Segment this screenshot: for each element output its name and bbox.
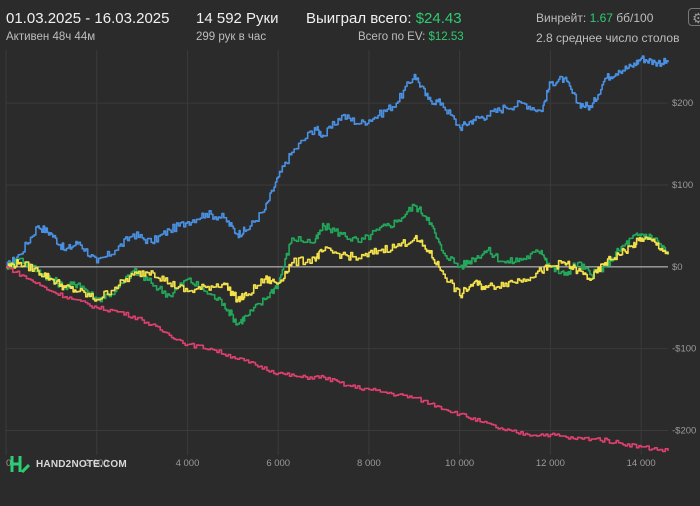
- series-line-0: [6, 55, 669, 268]
- x-tick-label: 14 000: [627, 458, 656, 469]
- y-tick-label: $0: [672, 262, 683, 273]
- hands-count: 14 592 Руки: [196, 10, 279, 27]
- x-axis-labels: 0 2 000 4 000 6 000 8 000 10 000 12 000 14 000: [6, 458, 656, 469]
- y-tick-label: -$100: [672, 344, 696, 355]
- y-tick-label: -$200: [672, 425, 696, 436]
- hands-per-hour: 299 рук в час: [196, 31, 267, 43]
- y-tick-label: $100: [672, 180, 693, 191]
- x-tick-label: 12 000: [536, 458, 565, 469]
- series-line-3: [6, 266, 669, 453]
- series-line-2: [6, 234, 669, 303]
- ev-value: $12.53: [428, 31, 464, 43]
- logo-text: HAND2NOTE.COM: [36, 458, 127, 470]
- hand2note-logo: HAND2NOTE.COM: [10, 455, 127, 473]
- winrate: Винрейт: 1.67 бб/100: [536, 11, 653, 25]
- winrate-value: 1.67: [589, 11, 613, 25]
- x-tick-label: 6 000: [266, 458, 290, 469]
- gear-icon[interactable]: ⚙: [688, 8, 700, 26]
- ev-label: Всего по EV:: [358, 31, 426, 43]
- winrate-label: Винрейт:: [536, 11, 587, 25]
- x-tick-label: 8 000: [357, 458, 381, 469]
- series-lines: [6, 55, 669, 453]
- chart-grid: [5, 50, 668, 455]
- won-value: $24.43: [415, 10, 462, 27]
- x-tick-label: 10 000: [445, 458, 474, 469]
- y-axis-labels: $200 $100 $0 -$100 -$200: [672, 98, 696, 436]
- x-tick-label: 0: [6, 458, 11, 469]
- date-range: 01.03.2025 - 16.03.2025: [6, 10, 170, 27]
- won-label: Выиграл всего:: [306, 10, 412, 27]
- y-tick-label: $200: [672, 98, 693, 109]
- won-total: Выиграл всего: $24.43: [306, 10, 462, 27]
- active-time: Активен 48ч 44м: [6, 31, 96, 43]
- winrate-unit: бб/100: [616, 11, 654, 25]
- avg-tables: 2.8 среднее число столов: [536, 31, 680, 45]
- x-tick-label: 4 000: [176, 458, 200, 469]
- ev-total: Всего по EV: $12.53: [358, 31, 464, 43]
- logo-icon: [10, 456, 30, 473]
- x-tick-label: 2 000: [85, 458, 109, 469]
